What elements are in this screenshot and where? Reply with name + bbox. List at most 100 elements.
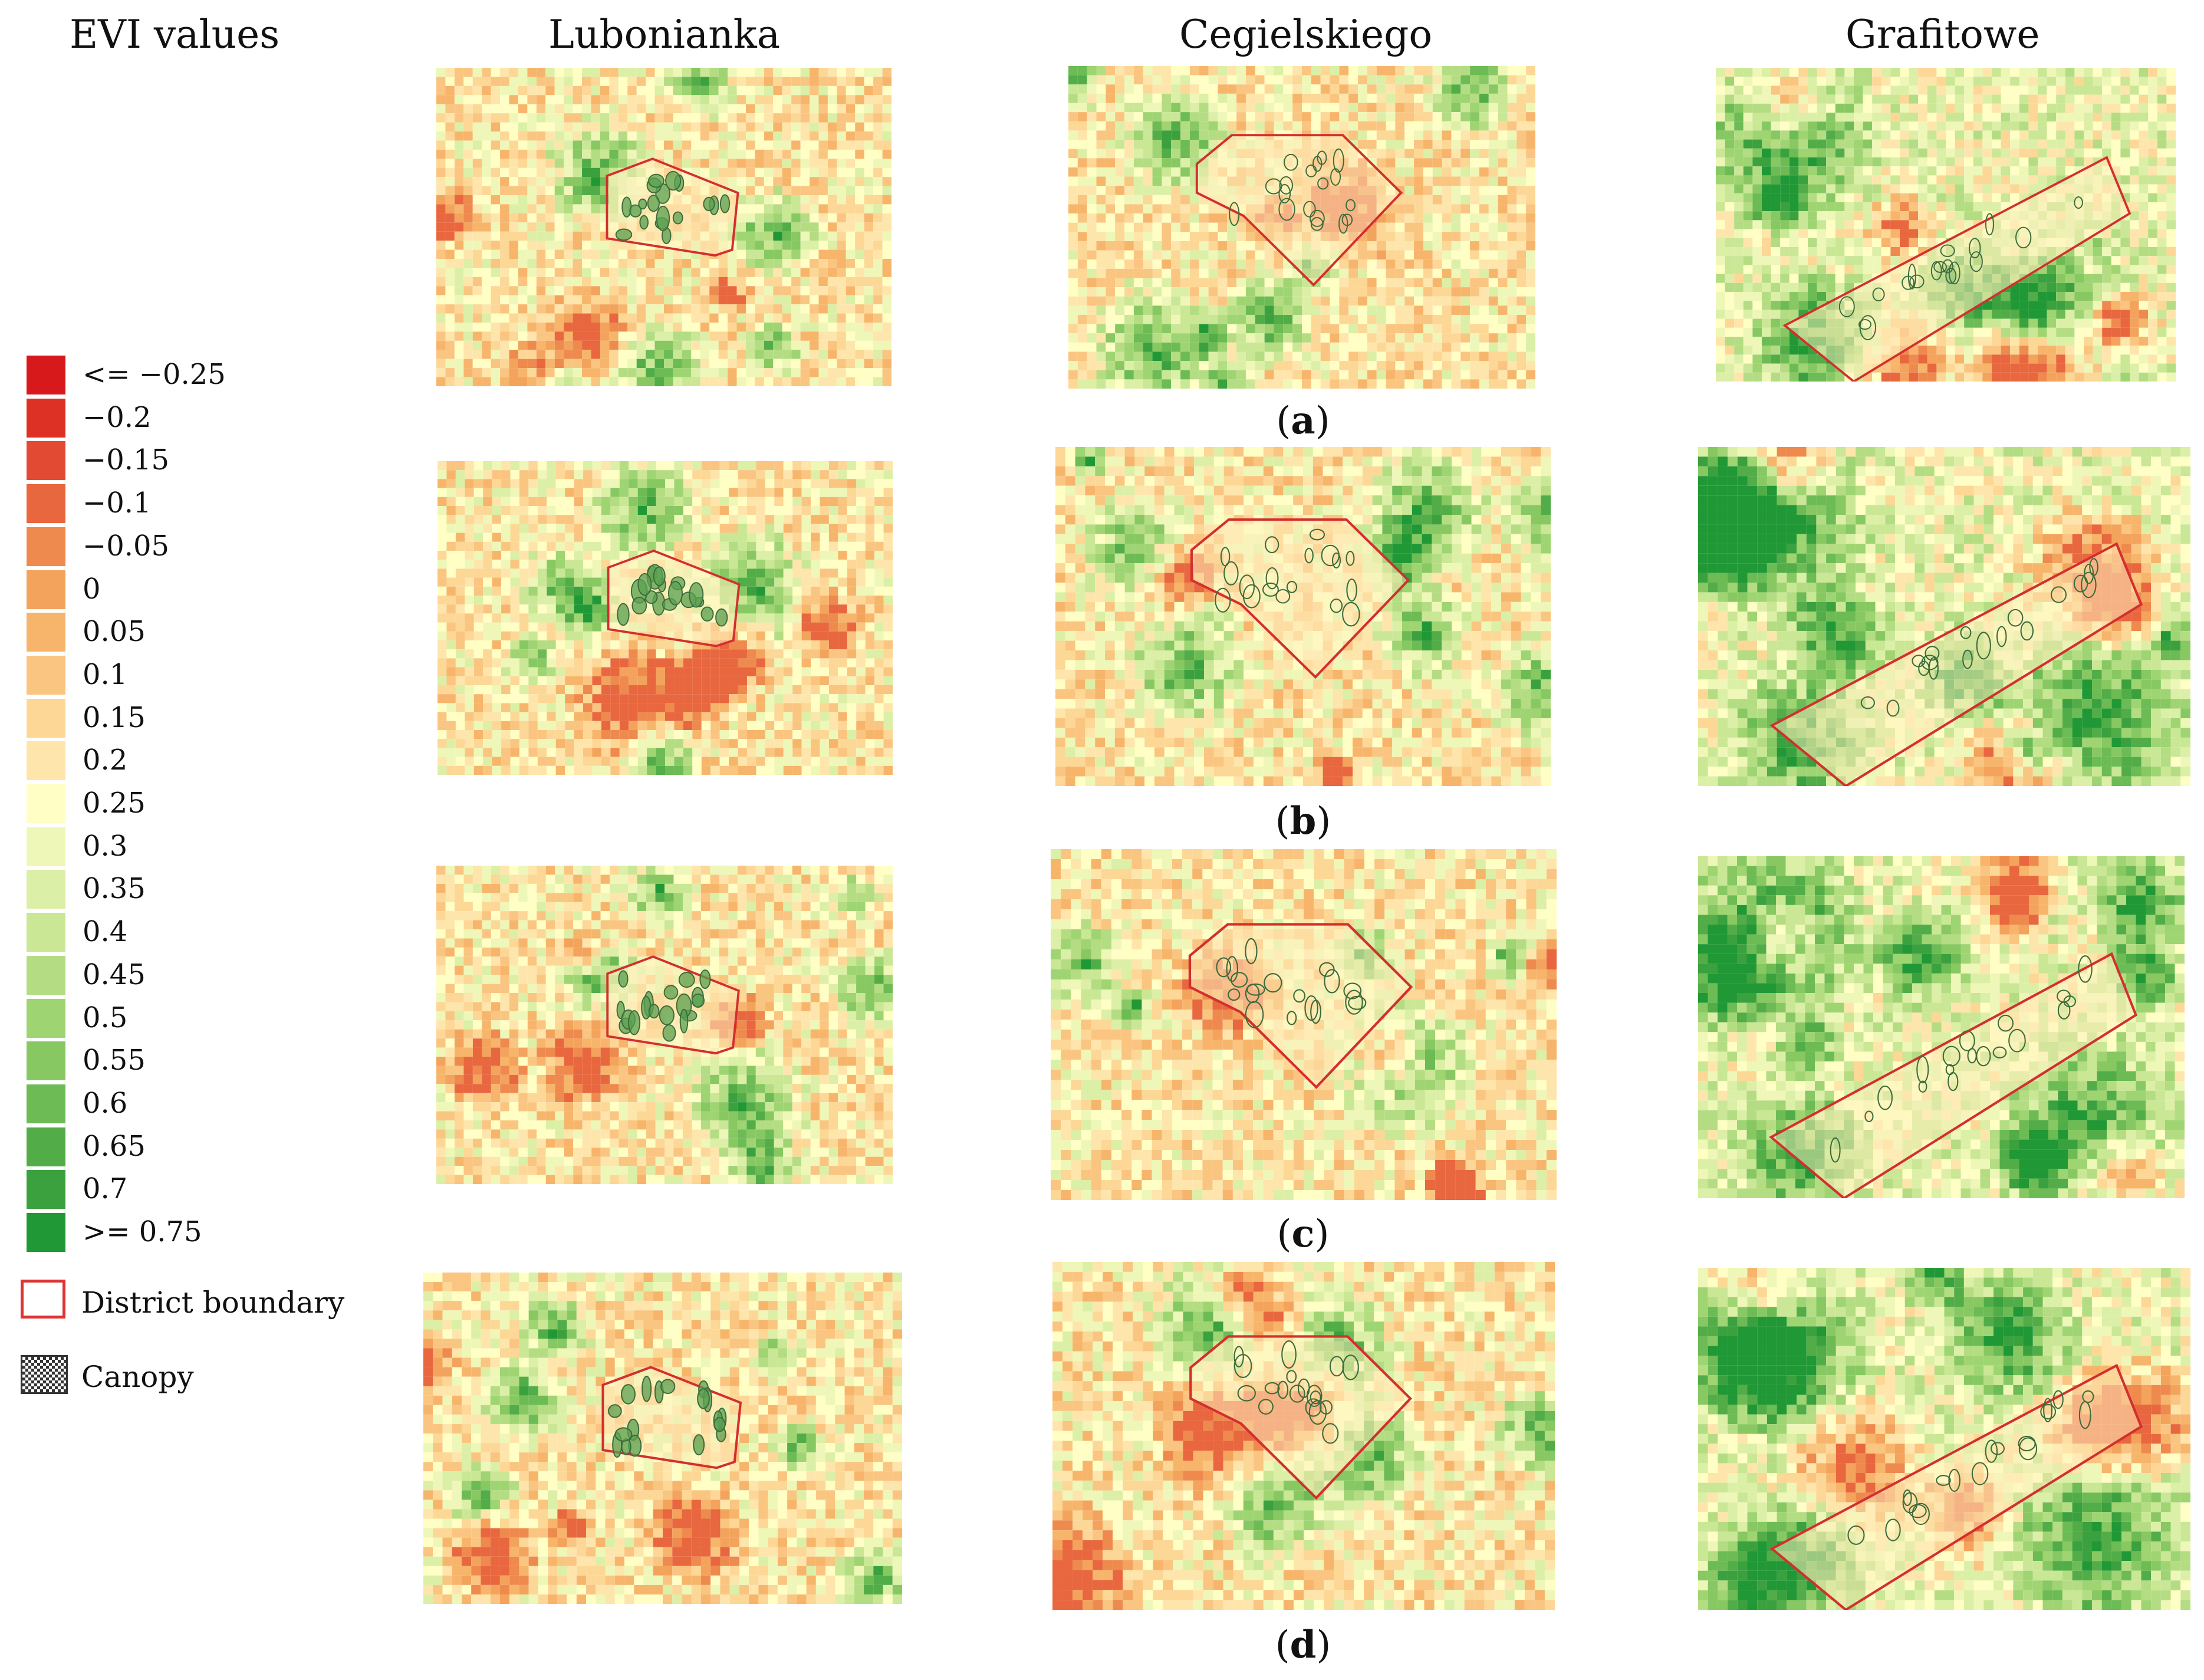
canopy-mark — [2081, 571, 2097, 599]
canopy-mark — [1330, 599, 1343, 613]
canopy-mark — [608, 1404, 622, 1418]
canopy-mark — [2050, 586, 2067, 603]
canopy-mark — [1985, 213, 1994, 236]
map-cegielskiego-a — [1068, 66, 1535, 389]
canopy-mark — [2015, 226, 2032, 249]
canopy-mark — [1860, 696, 1875, 709]
canopy-mark — [1342, 601, 1360, 627]
canopy-mark — [2018, 1437, 2038, 1461]
canopy-mark — [662, 1024, 676, 1042]
canopy-mark — [1233, 1346, 1244, 1367]
canopy-mark — [1226, 956, 1238, 982]
canopy-mark — [1918, 1080, 1927, 1093]
map-lubonianka-b — [437, 461, 893, 775]
legend-swatch — [27, 527, 65, 566]
canopy-mark — [617, 603, 630, 626]
canopy-mark — [1942, 1046, 1960, 1067]
district-boundary — [1195, 134, 1403, 287]
legend-item — [27, 783, 65, 825]
canopy-mark — [2007, 609, 2024, 627]
canopy-mark — [1942, 259, 1953, 274]
legend-swatch — [27, 998, 65, 1038]
legend-label: 0.1 — [83, 655, 127, 694]
canopy-mark — [2008, 1028, 2026, 1053]
legend-item — [27, 568, 65, 611]
district-boundary-label: District boundary — [81, 1286, 344, 1320]
legend-label: −0.2 — [83, 398, 152, 437]
legend-item — [27, 826, 65, 868]
canopy-mark — [1237, 1385, 1256, 1402]
canopy-mark — [1940, 244, 1955, 257]
canopy-mark — [1239, 574, 1255, 600]
canopy-mark — [719, 194, 731, 213]
canopy-mark — [1319, 962, 1335, 977]
legend-swatch — [27, 913, 65, 952]
legend-item — [27, 868, 65, 910]
canopy-mark — [1345, 989, 1363, 1015]
legend-swatch — [27, 827, 65, 866]
district-boundary — [1769, 1363, 2143, 1610]
map-lubonianka-a — [436, 68, 892, 386]
legend-label: 0.6 — [83, 1084, 127, 1123]
canopy-mark — [1976, 632, 1991, 660]
legend-item — [27, 1126, 65, 1168]
canopy-mark — [2078, 1400, 2091, 1429]
canopy-mark — [1936, 1475, 1951, 1486]
canopy-mark — [665, 170, 682, 191]
canopy-label: Canopy — [81, 1360, 194, 1394]
district-boundary — [1769, 952, 2138, 1198]
canopy-mark — [660, 1379, 676, 1395]
canopy-mark — [1343, 982, 1362, 1000]
legend-item — [27, 1040, 65, 1082]
legend-swatch — [27, 398, 65, 438]
canopy-mark — [1912, 1503, 1930, 1526]
legend-swatch — [27, 484, 65, 524]
canopy-mark — [1992, 1046, 2007, 1058]
legend-swatch — [27, 570, 65, 609]
legend-swatch — [27, 955, 65, 995]
canopy-mark — [1265, 178, 1282, 195]
canopy-mark — [1864, 1110, 1874, 1122]
legend-item — [27, 654, 65, 696]
canopy-mark — [1304, 547, 1314, 564]
canopy-mark — [1265, 536, 1279, 554]
canopy-mark — [672, 211, 683, 225]
canopy-mark — [631, 596, 647, 615]
canopy-mark — [1930, 261, 1942, 281]
canopy-mark — [2084, 563, 2094, 584]
canopy-mark — [2040, 1403, 2057, 1420]
canopy-mark — [1997, 1014, 2014, 1032]
map-grafitowe-c — [1698, 856, 2185, 1198]
district-boundary — [1769, 542, 2143, 786]
canopy-mark — [1277, 1380, 1289, 1399]
canopy-mark — [614, 1427, 633, 1442]
canopy-mark — [1348, 995, 1367, 1010]
canopy-mark — [1959, 1030, 1975, 1051]
canopy-mark — [1286, 581, 1298, 593]
canopy-mark — [1877, 1085, 1893, 1110]
canopy-mark — [656, 205, 670, 232]
canopy-mark — [1220, 547, 1231, 567]
canopy-mark — [1996, 626, 2007, 647]
canopy-mark — [1346, 578, 1357, 602]
canopy-mark — [693, 1434, 705, 1456]
canopy-mark — [1872, 287, 1885, 302]
canopy-swatch — [21, 1355, 68, 1394]
canopy-mark — [1275, 589, 1291, 604]
canopy-mark — [2074, 196, 2083, 209]
canopy-mark — [1909, 1504, 1927, 1518]
canopy-mark — [1305, 164, 1317, 177]
district-boundary — [606, 157, 739, 257]
canopy-mark — [1310, 209, 1325, 227]
canopy-mark — [639, 215, 649, 230]
district-boundary-swatch — [21, 1280, 65, 1319]
map-grafitowe-b — [1698, 447, 2190, 786]
legend-label: 0.65 — [83, 1127, 146, 1166]
canopy-mark — [629, 204, 642, 218]
canopy-mark — [2078, 955, 2093, 983]
canopy-mark — [1216, 957, 1232, 978]
canopy-mark — [1245, 938, 1258, 965]
column-header-grafitowe: Grafitowe — [1846, 12, 2039, 57]
canopy-mark — [1902, 1492, 1918, 1514]
legend-item — [27, 739, 65, 782]
